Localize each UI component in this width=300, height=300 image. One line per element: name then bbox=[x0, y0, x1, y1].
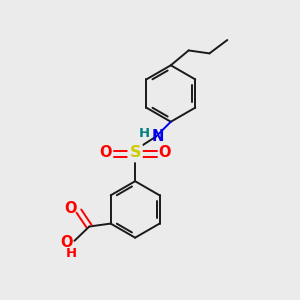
Text: O: O bbox=[99, 146, 112, 160]
Text: H: H bbox=[139, 127, 150, 140]
Text: N: N bbox=[151, 128, 164, 143]
Text: O: O bbox=[61, 235, 73, 250]
Text: H: H bbox=[65, 247, 76, 260]
Text: S: S bbox=[129, 146, 141, 160]
Text: O: O bbox=[64, 201, 77, 216]
Text: O: O bbox=[159, 146, 171, 160]
